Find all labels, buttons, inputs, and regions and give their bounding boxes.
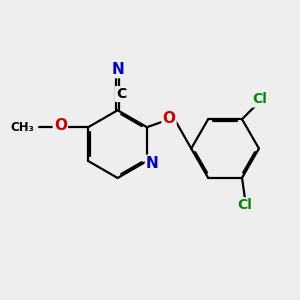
Text: N: N <box>146 156 159 171</box>
Text: C: C <box>116 87 126 101</box>
Text: Cl: Cl <box>238 198 252 212</box>
Text: O: O <box>54 118 67 133</box>
Text: O: O <box>163 111 176 126</box>
Text: Cl: Cl <box>252 92 267 106</box>
Text: CH₃: CH₃ <box>10 121 34 134</box>
Text: N: N <box>111 62 124 77</box>
